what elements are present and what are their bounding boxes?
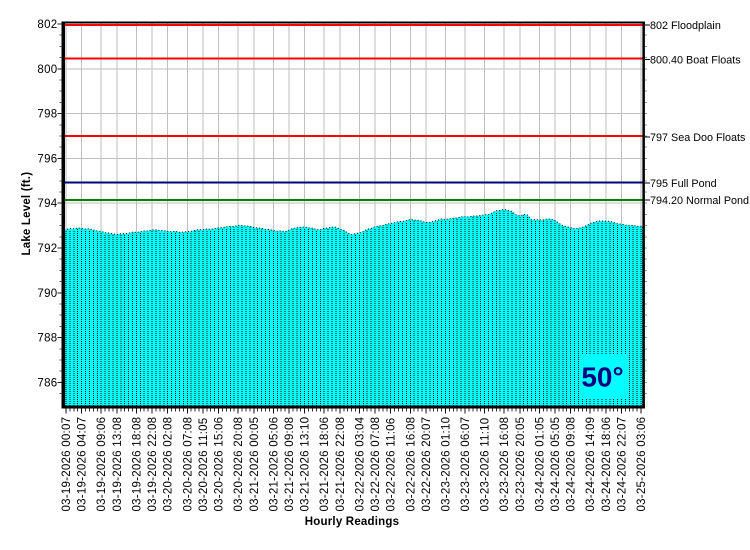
svg-text:03-20-2026 02:08: 03-20-2026 02:08 (163, 417, 175, 512)
svg-text:03-19-2026 00:07: 03-19-2026 00:07 (61, 417, 73, 512)
svg-text:03-23-2026 20:05: 03-23-2026 20:05 (515, 417, 527, 512)
svg-text:03-21-2026 05:06: 03-21-2026 05:06 (268, 417, 280, 512)
svg-text:03-25-2026 03:06: 03-25-2026 03:06 (636, 417, 648, 512)
svg-text:796: 796 (37, 153, 57, 165)
svg-text:03-19-2026 18:08: 03-19-2026 18:08 (131, 417, 143, 512)
svg-text:800.40 Boat Floats: 800.40 Boat Floats (650, 54, 741, 66)
svg-text:03-19-2026 09:06: 03-19-2026 09:06 (96, 417, 108, 512)
svg-text:03-19-2026 22:08: 03-19-2026 22:08 (147, 417, 159, 512)
svg-text:03-21-2026 22:08: 03-21-2026 22:08 (335, 417, 347, 512)
svg-text:03-24-2026 09:08: 03-24-2026 09:08 (566, 417, 578, 512)
svg-text:788: 788 (37, 333, 57, 345)
svg-text:798: 798 (37, 109, 57, 121)
svg-text:Hourly Readings: Hourly Readings (305, 516, 399, 528)
svg-text:03-21-2026 00:05: 03-21-2026 00:05 (249, 417, 261, 512)
svg-text:03-23-2026 01:10: 03-23-2026 01:10 (440, 417, 452, 512)
svg-text:03-24-2026 14:09: 03-24-2026 14:09 (585, 417, 597, 512)
svg-text:802: 802 (37, 19, 57, 31)
svg-text:03-24-2026 05:05: 03-24-2026 05:05 (550, 417, 562, 512)
svg-text:03-21-2026 09:08: 03-21-2026 09:08 (284, 417, 296, 512)
svg-text:03-22-2026 16:08: 03-22-2026 16:08 (405, 417, 417, 512)
svg-text:792: 792 (37, 243, 57, 255)
svg-text:795 Full Pond: 795 Full Pond (650, 178, 717, 190)
svg-text:794.20 Normal Pond: 794.20 Normal Pond (650, 195, 749, 207)
svg-text:03-24-2026 22:07: 03-24-2026 22:07 (617, 417, 629, 512)
svg-text:03-24-2026 18:06: 03-24-2026 18:06 (601, 417, 613, 512)
svg-text:03-20-2026 20:08: 03-20-2026 20:08 (233, 417, 245, 512)
svg-text:03-22-2026 03:04: 03-22-2026 03:04 (354, 416, 366, 511)
svg-text:03-22-2026 11:06: 03-22-2026 11:06 (386, 418, 398, 512)
svg-text:03-19-2026 13:08: 03-19-2026 13:08 (112, 417, 124, 512)
svg-text:03-20-2026 15:06: 03-20-2026 15:06 (214, 417, 226, 512)
svg-text:03-22-2026 20:07: 03-22-2026 20:07 (421, 417, 433, 512)
svg-text:03-20-2026 11:05: 03-20-2026 11:05 (198, 418, 210, 512)
svg-text:03-22-2026 07:08: 03-22-2026 07:08 (370, 417, 382, 512)
svg-text:03-20-2026 07:08: 03-20-2026 07:08 (182, 417, 194, 512)
svg-text:800: 800 (37, 64, 57, 76)
svg-text:50°: 50° (581, 362, 623, 393)
svg-text:03-21-2026 18:06: 03-21-2026 18:06 (319, 417, 331, 512)
svg-text:03-23-2026 06:07: 03-23-2026 06:07 (460, 417, 472, 512)
svg-text:Lake Level (ft.): Lake Level (ft.) (21, 172, 33, 256)
svg-text:03-21-2026 13:10: 03-21-2026 13:10 (300, 417, 312, 512)
svg-text:786: 786 (37, 377, 57, 389)
svg-text:790: 790 (37, 288, 57, 300)
svg-text:03-23-2026 11:10: 03-23-2026 11:10 (480, 418, 492, 512)
svg-text:03-23-2026 16:08: 03-23-2026 16:08 (499, 417, 511, 512)
svg-text:794: 794 (37, 198, 57, 210)
svg-text:03-19-2026 04:07: 03-19-2026 04:07 (77, 417, 89, 512)
svg-text:797 Sea Doo Floats: 797 Sea Doo Floats (650, 132, 746, 144)
svg-text:03-24-2026 01:05: 03-24-2026 01:05 (534, 417, 546, 512)
svg-text:802 Floodplain: 802 Floodplain (650, 20, 721, 32)
